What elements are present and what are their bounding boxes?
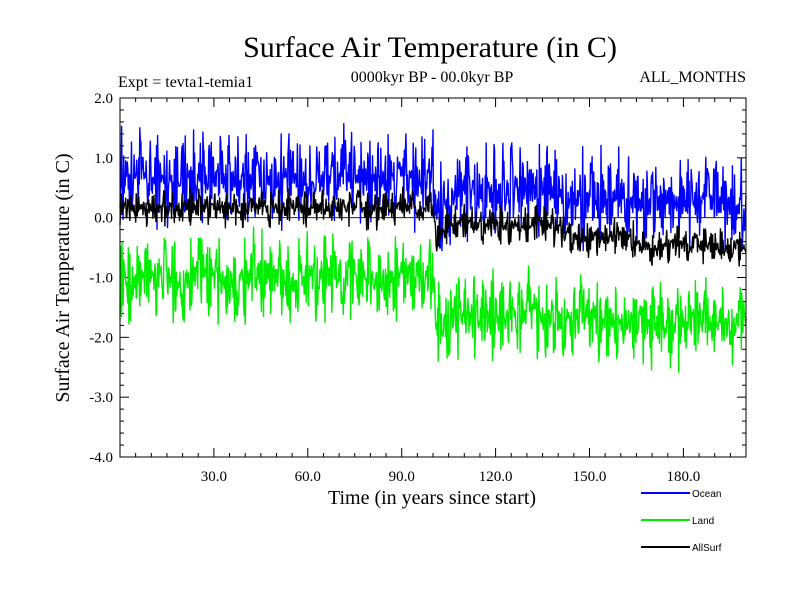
plot-frame: [119, 97, 747, 458]
y-tick-label: 2.0: [94, 91, 113, 107]
x-tick-label: 180.0: [667, 469, 701, 485]
y-tick-label: -2.0: [89, 330, 113, 346]
legend-label-allsurf: AllSurf: [692, 543, 722, 554]
months-label: ALL_MONTHS: [639, 69, 746, 86]
time-range-label: 0000kyr BP - 00.0kyr BP: [351, 69, 514, 86]
x-tick-label: 120.0: [479, 469, 513, 485]
legend-label-ocean: Ocean: [692, 489, 721, 500]
series-layer: [119, 122, 747, 373]
x-tick-label: 150.0: [573, 469, 607, 485]
series-line-ocean: [119, 122, 747, 252]
chart-title: Surface Air Temperature (in C): [243, 31, 617, 64]
x-axis-label: Time (in years since start): [328, 487, 536, 509]
y-tick-label: 0.0: [94, 211, 113, 227]
x-tick-label: 60.0: [295, 469, 321, 485]
y-axis-label: Surface Air Temperature (in C): [52, 153, 74, 402]
experiment-label: Expt = tevta1-temia1: [118, 74, 253, 91]
x-tick-label: 30.0: [201, 469, 227, 485]
y-tick-label: 1.0: [94, 151, 113, 167]
y-tick-label: -4.0: [89, 450, 113, 466]
x-tick-label: 90.0: [389, 469, 415, 485]
series-line-land: [119, 226, 747, 373]
series-line-allsurf: [119, 185, 747, 267]
y-tick-label: -3.0: [89, 390, 113, 406]
y-tick-label: -1.0: [89, 271, 113, 287]
legend-label-land: Land: [692, 516, 714, 527]
x-axis-ticks: 30.0 60.0 90.0 120.0 150.0 180.0: [135, 98, 731, 485]
legend: Ocean Land AllSurf: [641, 489, 722, 554]
axes: [119, 97, 747, 458]
